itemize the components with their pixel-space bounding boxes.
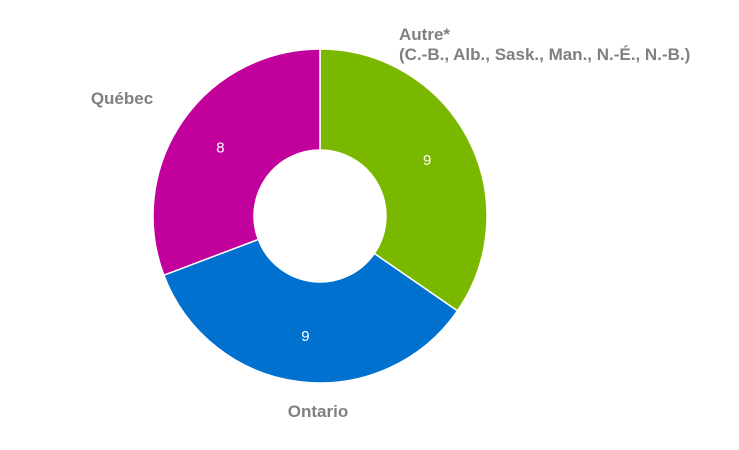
category-label-quebec: Québec	[91, 89, 153, 108]
category-labels: Autre* (C.-B., Alb., Sask., Man., N.-É., …	[91, 25, 690, 421]
value-label-ontario: 9	[301, 328, 309, 345]
category-label-line: Autre*	[399, 25, 450, 44]
value-label-quebec: 8	[216, 139, 224, 156]
category-label-line: Ontario	[288, 402, 348, 421]
category-label-line: Québec	[91, 89, 153, 108]
slice-quebec	[152, 48, 321, 277]
category-label-ontario: Ontario	[288, 402, 348, 421]
value-label-autre: 9	[423, 152, 431, 169]
category-label-autre: Autre* (C.-B., Alb., Sask., Man., N.-É., …	[399, 25, 690, 64]
slice-autre	[319, 48, 488, 312]
slice-ontario	[162, 238, 459, 384]
donut-slices	[152, 48, 488, 384]
value-labels: 9 9 8	[216, 139, 431, 345]
category-label-line: (C.-B., Alb., Sask., Man., N.-É., N.-B.)	[399, 45, 690, 64]
